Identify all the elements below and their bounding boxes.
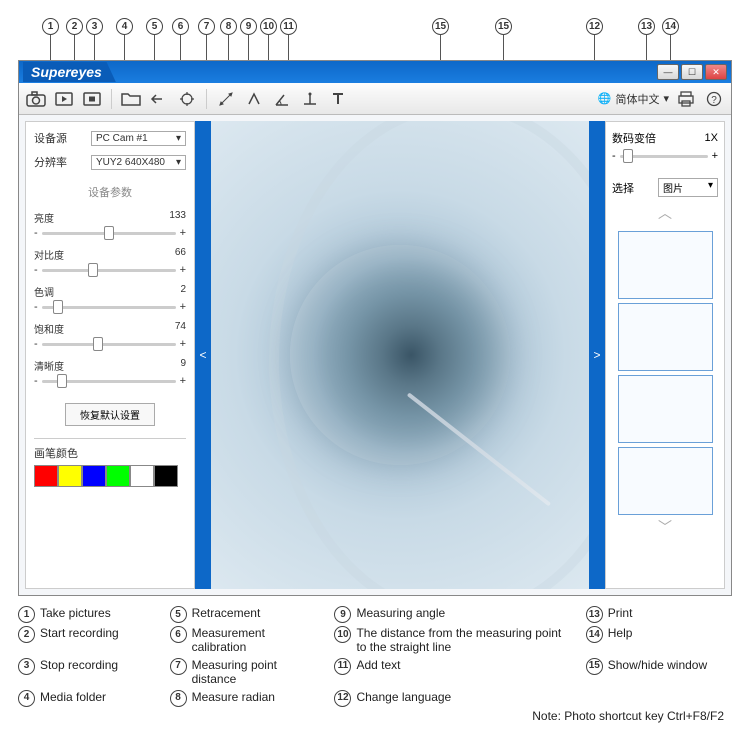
legend-item: 2Start recording [18,626,158,655]
color-swatch[interactable] [58,465,82,487]
maximize-button[interactable]: ☐ [681,64,703,80]
callout-15: 15 [432,18,449,60]
print-icon[interactable] [675,88,697,110]
slider[interactable] [42,306,176,309]
legend-item: 14Help [586,626,732,655]
legend-item: 9Measuring angle [334,606,573,623]
svg-text:?: ? [711,95,717,106]
callout-6: 6 [172,18,189,60]
thumbnail[interactable] [618,447,713,515]
zoom-slider[interactable] [620,155,708,158]
legend-item: 7Measuring point distance [170,658,323,687]
collapse-right-button[interactable]: > [589,121,605,589]
undo-icon[interactable] [148,88,170,110]
legend: 1Take pictures 5Retracement 9Measuring ang… [18,606,732,723]
globe-icon: 🌐 [598,92,612,105]
calibration-icon[interactable] [176,88,198,110]
legend-item: 15Show/hide window [586,658,732,687]
resolution-label: 分辨率 [34,154,67,170]
color-swatch[interactable] [82,465,106,487]
perpendicular-icon[interactable] [299,88,321,110]
legend-item: 1Take pictures [18,606,158,623]
reset-button[interactable]: 恢复默认设置 [65,403,155,426]
callout-14: 14 [662,18,679,60]
camera-icon[interactable] [25,88,47,110]
app-window: Supereyes — ☐ ✕ [18,60,732,596]
radian-icon[interactable] [243,88,265,110]
callout-2: 2 [66,18,83,60]
distance-icon[interactable] [215,88,237,110]
record-start-icon[interactable] [53,88,75,110]
scroll-down-button[interactable]: ﹀ [612,517,718,537]
legend-item: 10The distance from the measuring point … [334,626,573,655]
callout-5: 5 [146,18,163,60]
color-swatch[interactable] [130,465,154,487]
callout-15: 15 [495,18,512,60]
collapse-left-button[interactable]: < [195,121,211,589]
slider[interactable] [42,232,176,235]
callout-11: 11 [280,18,297,60]
legend-note: Note: Photo shortcut key Ctrl+F8/F2 [18,709,732,723]
callout-9: 9 [240,18,257,60]
close-button[interactable]: ✕ [705,64,727,80]
pen-color-label: 画笔颜色 [34,445,186,461]
legend-item: 4Media folder [18,690,158,707]
color-swatch[interactable] [154,465,178,487]
callout-12: 12 [586,18,603,60]
zoom-label: 数码变倍 [612,130,656,146]
text-icon[interactable] [327,88,349,110]
callout-3: 3 [86,18,103,60]
folder-icon[interactable] [120,88,142,110]
callout-4: 4 [116,18,133,60]
legend-item: 6Measurement calibration [170,626,323,655]
media-type-select[interactable]: 图片▾ [658,178,718,197]
color-swatch[interactable] [34,465,58,487]
slider[interactable] [42,269,176,272]
resolution-select[interactable]: YUY2 640X480▾ [91,155,186,170]
scroll-up-button[interactable]: ︿ [612,203,718,223]
section-label: 设备参数 [34,184,186,200]
callout-8: 8 [220,18,237,60]
callout-10: 10 [260,18,277,60]
language-selector[interactable]: 🌐 简体中文 ▾ [598,91,669,107]
select-label: 选择 [612,180,634,196]
titlebar: Supereyes — ☐ ✕ [19,61,731,83]
language-label: 简体中文 [615,91,659,107]
record-stop-icon[interactable] [81,88,103,110]
thumbnail[interactable] [618,231,713,299]
slider[interactable] [42,343,176,346]
legend-item: 5Retracement [170,606,323,623]
minimize-button[interactable]: — [657,64,679,80]
legend-item: 3Stop recording [18,658,158,687]
toolbar: 🌐 简体中文 ▾ ? [19,83,731,115]
callout-7: 7 [198,18,215,60]
brand: Supereyes [23,62,116,82]
left-panel: 设备源 PC Cam #1▾ 分辨率 YUY2 640X480▾ 设备参数 亮度… [25,121,195,589]
slider[interactable] [42,380,176,383]
right-panel: 数码变倍 1X - + 选择 图片▾ ︿ [605,121,725,589]
legend-item: 13Print [586,606,732,623]
legend-item: 11Add text [334,658,573,687]
chevron-down-icon: ▾ [663,92,669,105]
legend-item: 12Change language [334,690,573,707]
source-select[interactable]: PC Cam #1▾ [91,131,186,146]
help-icon[interactable]: ? [703,88,725,110]
thumbnail[interactable] [618,375,713,443]
angle-icon[interactable] [271,88,293,110]
callout-13: 13 [638,18,655,60]
zoom-value: 1X [705,132,718,144]
thumbnail[interactable] [618,303,713,371]
source-label: 设备源 [34,130,67,146]
callout-1: 1 [42,18,59,60]
preview-viewport [211,121,589,589]
color-swatch[interactable] [106,465,130,487]
legend-item: 8Measure radian [170,690,323,707]
